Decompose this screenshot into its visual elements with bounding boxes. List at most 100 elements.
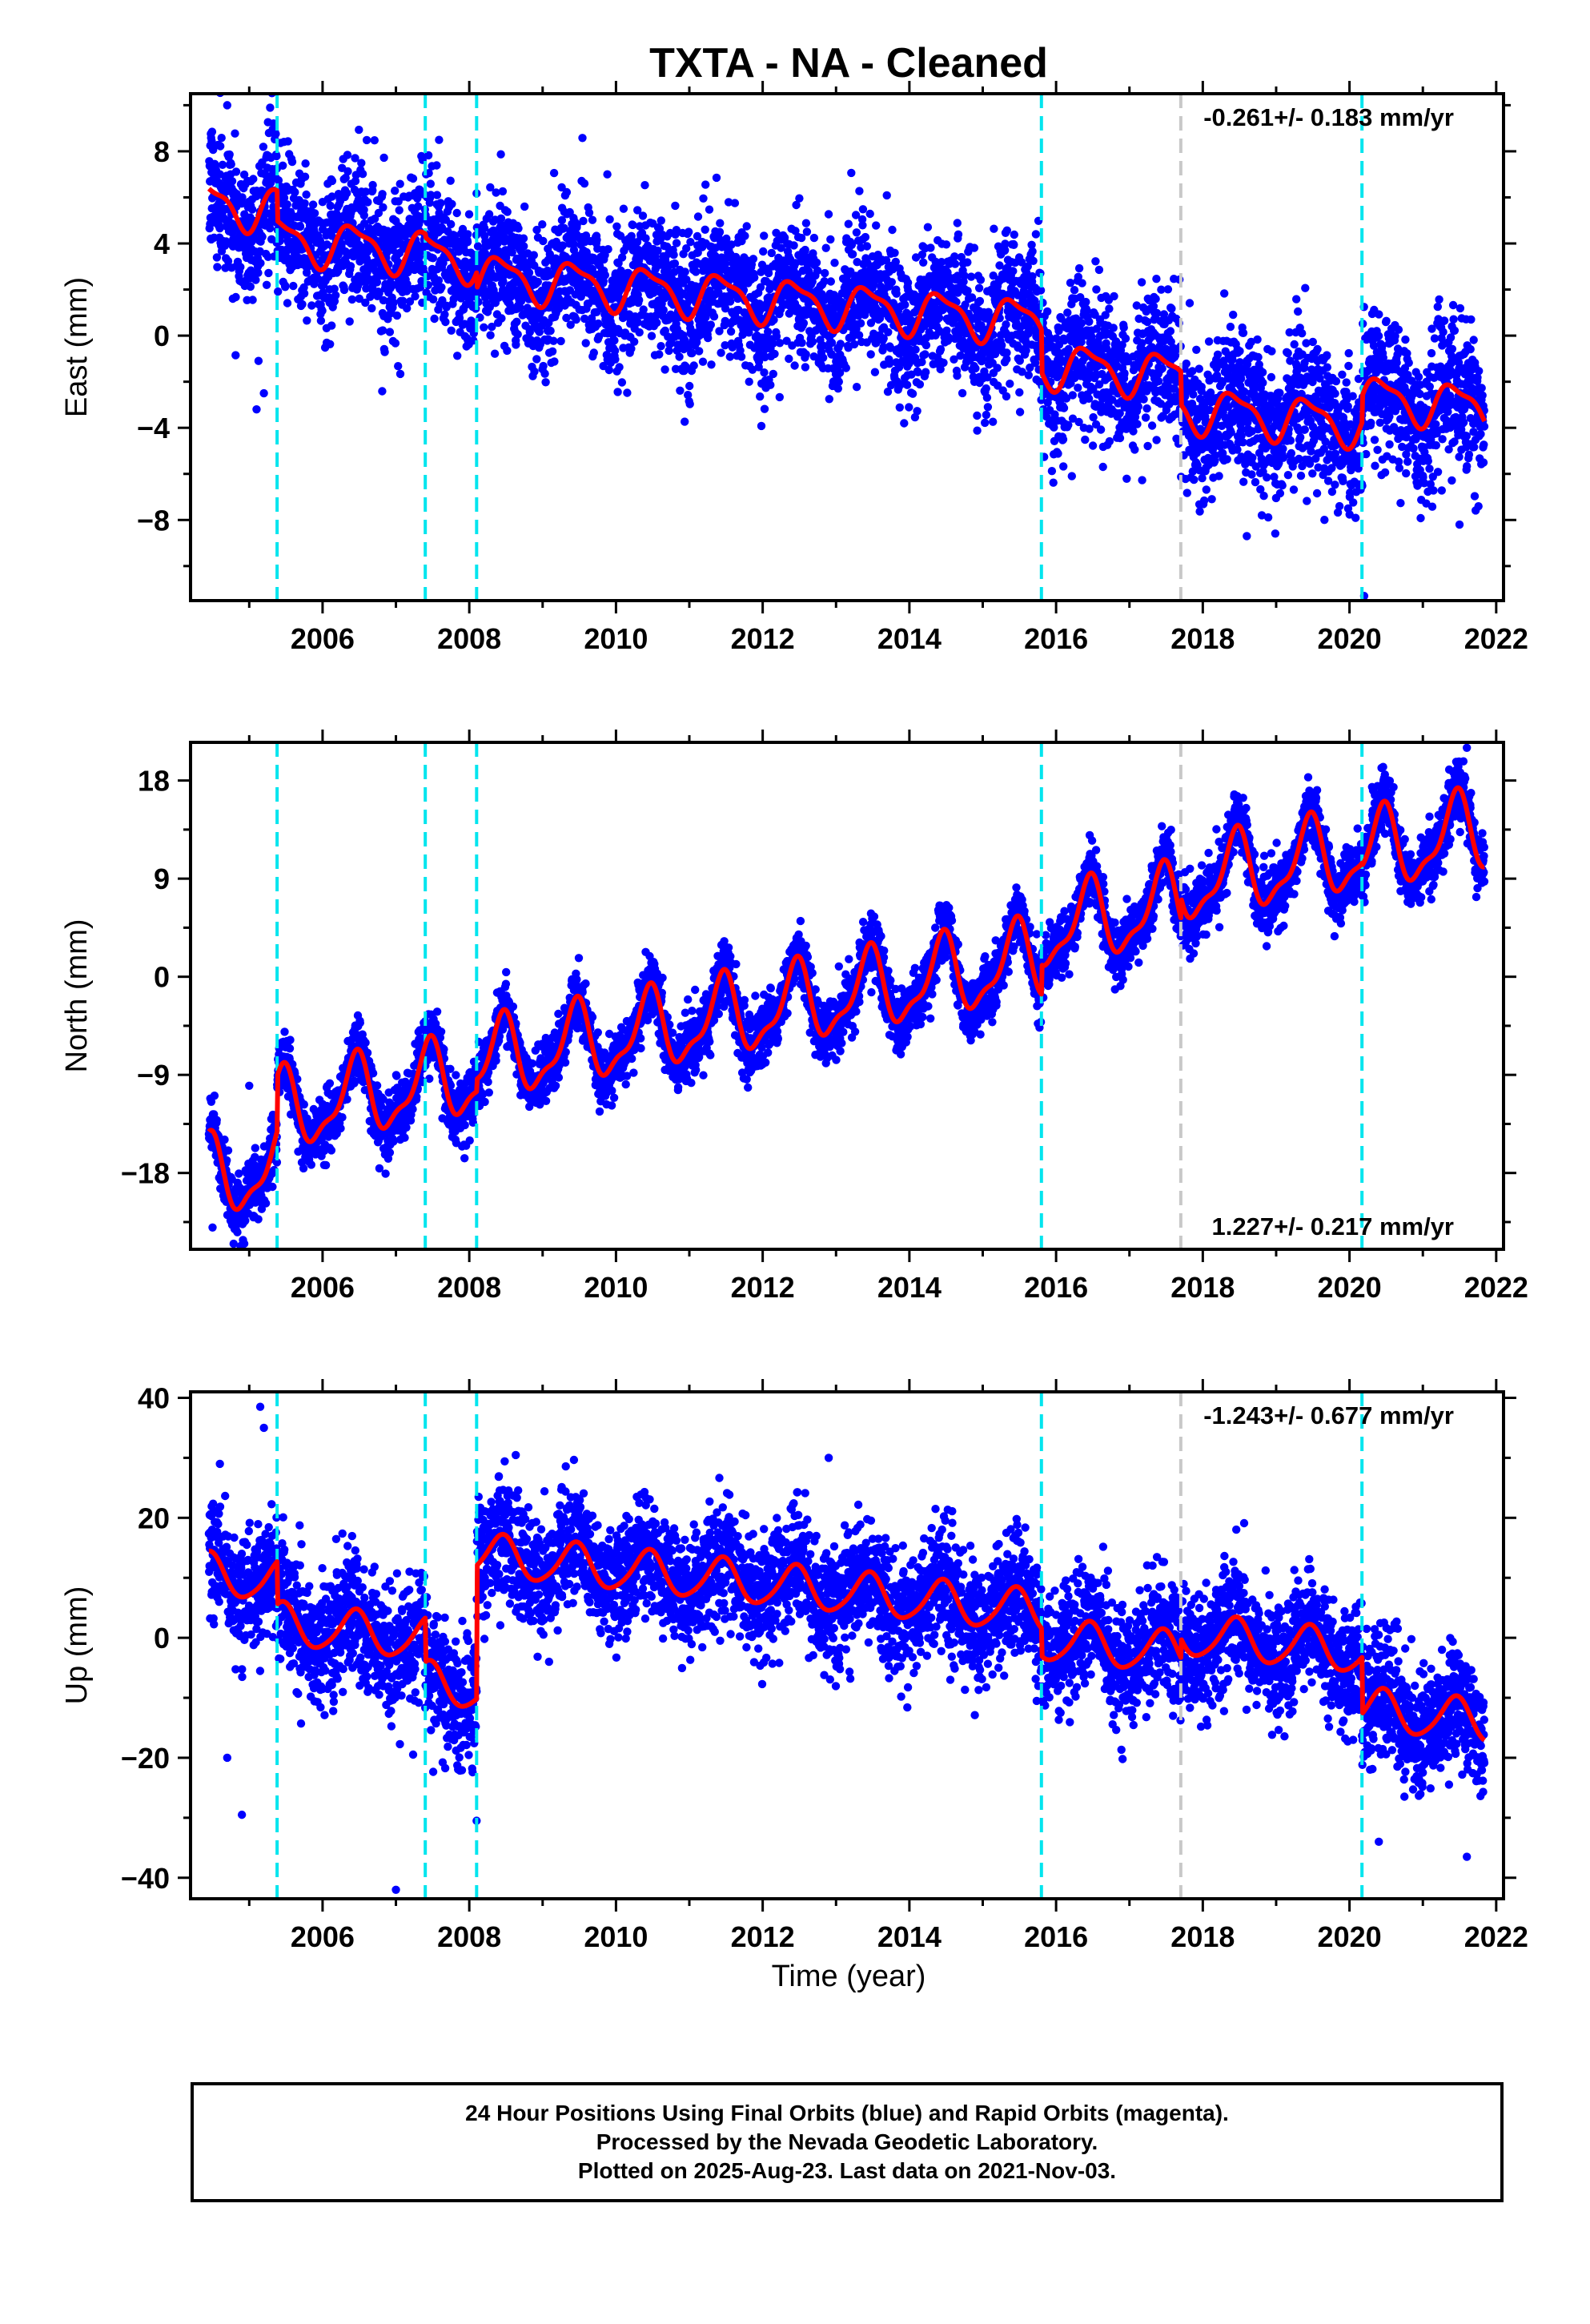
data-point xyxy=(791,259,800,267)
data-point xyxy=(689,361,698,370)
data-point xyxy=(363,198,372,207)
data-point xyxy=(919,258,928,267)
data-point xyxy=(299,289,309,298)
data-point xyxy=(884,328,893,336)
data-point xyxy=(1024,371,1034,380)
data-point xyxy=(1010,240,1018,249)
data-point xyxy=(1185,299,1195,308)
data-point xyxy=(343,151,352,159)
data-point xyxy=(851,211,861,219)
data-point xyxy=(833,384,843,393)
data-points xyxy=(205,94,1489,601)
data-point xyxy=(872,338,881,348)
data-point xyxy=(725,297,735,306)
data-point xyxy=(902,380,912,389)
data-point xyxy=(1167,304,1176,313)
data-point xyxy=(1015,388,1024,397)
data-point xyxy=(1182,359,1191,368)
data-point xyxy=(610,336,619,345)
data-point xyxy=(707,360,716,369)
data-point xyxy=(769,339,777,348)
data-point xyxy=(580,179,589,188)
data-point xyxy=(541,378,550,387)
data-point xyxy=(490,349,500,358)
data-point xyxy=(693,248,702,257)
data-point xyxy=(745,377,753,386)
data-point xyxy=(1195,364,1204,373)
data-point xyxy=(890,248,899,257)
data-point xyxy=(441,317,450,327)
data-point xyxy=(835,368,845,377)
data-point xyxy=(970,243,979,252)
data-point xyxy=(549,336,558,345)
data-point xyxy=(981,418,990,428)
data-point xyxy=(1253,335,1262,344)
data-point xyxy=(813,266,822,275)
data-point xyxy=(274,287,283,296)
data-point xyxy=(362,135,371,145)
data-point xyxy=(503,346,512,356)
data-point xyxy=(453,352,462,360)
data-point xyxy=(337,239,346,248)
east-panel: 2006 2008 2010 2012 2014 2016 2018 2020 2022840−… xyxy=(60,81,1528,655)
data-point xyxy=(516,304,524,312)
data-point xyxy=(271,130,280,139)
data-point xyxy=(847,168,856,178)
data-point xyxy=(435,135,444,144)
data-point xyxy=(300,199,309,208)
data-point xyxy=(263,252,273,261)
data-point xyxy=(1152,436,1161,444)
data-point xyxy=(1096,425,1106,434)
data-point xyxy=(870,368,880,376)
data-point xyxy=(539,361,548,371)
data-point xyxy=(858,205,868,214)
data-point xyxy=(600,271,609,279)
data-point xyxy=(848,313,857,323)
data-point xyxy=(721,341,729,350)
data-point xyxy=(1098,462,1107,472)
data-point xyxy=(633,206,642,215)
data-point xyxy=(950,355,958,364)
data-point xyxy=(432,161,441,170)
data-point xyxy=(973,426,982,435)
data-point xyxy=(414,202,423,211)
data-point xyxy=(213,263,222,271)
data-point xyxy=(557,215,567,225)
data-point xyxy=(379,203,387,212)
data-point xyxy=(685,381,694,391)
data-point xyxy=(942,240,951,249)
data-point xyxy=(892,289,901,298)
data-point xyxy=(1002,392,1011,401)
data-point xyxy=(446,176,455,185)
data-point xyxy=(1094,265,1104,275)
data-point xyxy=(1207,495,1216,504)
data-point xyxy=(953,271,962,280)
data-point xyxy=(346,262,355,271)
data-point xyxy=(854,331,864,340)
data-point xyxy=(615,363,624,372)
data-point xyxy=(799,319,809,328)
data-point xyxy=(215,170,224,179)
data-point xyxy=(298,300,307,309)
data-point xyxy=(379,153,388,163)
data-point xyxy=(1248,453,1257,462)
data-point xyxy=(307,301,316,310)
data-point xyxy=(327,176,337,186)
data-point xyxy=(844,344,853,352)
data-point xyxy=(1239,477,1248,486)
data-point xyxy=(274,176,283,185)
data-point xyxy=(215,223,224,233)
data-point xyxy=(669,251,678,259)
data-point xyxy=(295,222,305,231)
data-point xyxy=(266,103,275,112)
data-point xyxy=(231,167,241,176)
data-point xyxy=(1254,352,1263,362)
data-point xyxy=(655,350,664,359)
data-point xyxy=(693,212,703,221)
data-point xyxy=(272,151,281,161)
data-point xyxy=(605,215,614,224)
data-point xyxy=(1190,475,1199,485)
data-point xyxy=(963,287,972,296)
data-point xyxy=(217,134,226,143)
data-point xyxy=(684,391,693,400)
